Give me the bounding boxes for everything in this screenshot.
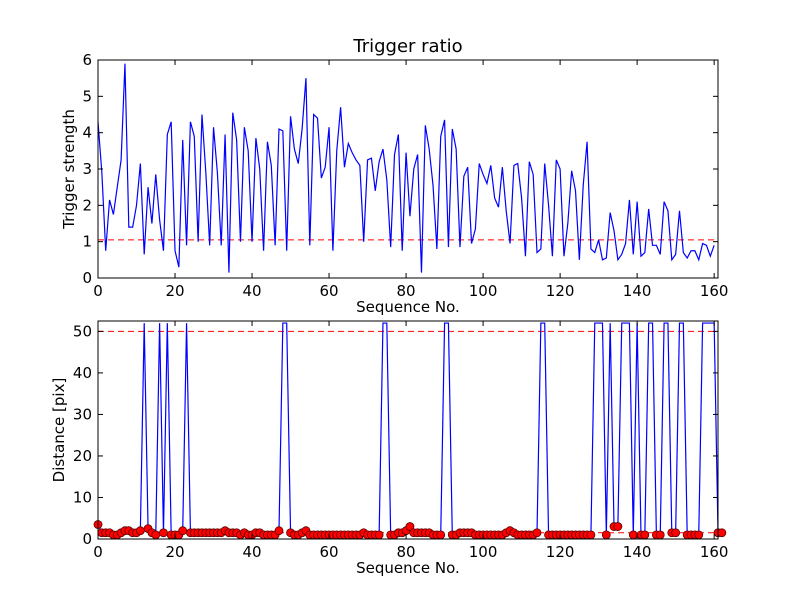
x-tick-label: 20	[165, 282, 184, 300]
y-tick-label: 6	[82, 51, 92, 69]
data-point	[671, 528, 681, 538]
data-point	[613, 522, 623, 531]
x-tick-label: 160	[700, 282, 729, 300]
x-tick-label: 0	[93, 282, 103, 300]
data-point	[601, 530, 611, 540]
x-tick-label: 100	[469, 282, 498, 300]
data-point	[640, 530, 650, 540]
x-tick-label: 140	[623, 543, 652, 561]
y-tick-label: 1	[82, 233, 92, 251]
data-point	[374, 530, 384, 540]
x-tick-label: 40	[242, 282, 261, 300]
x-tick-label: 0	[93, 543, 103, 561]
y-tick-label: 3	[82, 160, 92, 178]
data-point	[628, 530, 638, 540]
y-tick-label: 50	[73, 322, 92, 340]
y-tick-label: 40	[73, 364, 92, 382]
data-point	[135, 526, 145, 536]
y-tick-label: 30	[73, 405, 92, 423]
x-tick-label: 20	[165, 543, 184, 561]
x-tick-label: 120	[546, 282, 575, 300]
x-tick-label: 80	[397, 543, 416, 561]
series-line	[98, 63, 715, 273]
data-point	[532, 528, 542, 538]
x-tick-label: 40	[242, 543, 261, 561]
y-tick-label: 20	[73, 447, 92, 465]
data-point	[405, 522, 415, 531]
data-point	[274, 526, 284, 536]
x-tick-label: 140	[623, 282, 652, 300]
data-point	[586, 530, 596, 540]
y-tick-label: 0	[82, 269, 92, 287]
axes-frame	[97, 320, 719, 540]
y-axis-label: Distance [pix]	[50, 378, 68, 483]
data-point	[717, 528, 727, 538]
x-tick-label: 160	[700, 543, 729, 561]
x-tick-label: 80	[397, 282, 416, 300]
y-axis-label: Trigger strength	[60, 109, 78, 230]
data-point	[178, 526, 188, 536]
y-tick-label: 5	[82, 87, 92, 105]
x-tick-label: 120	[546, 543, 575, 561]
data-point	[159, 528, 168, 538]
x-tick-label: 100	[469, 543, 498, 561]
data-point	[151, 530, 161, 540]
y-tick-label: 2	[82, 196, 92, 214]
x-tick-label: 60	[320, 282, 339, 300]
y-tick-label: 0	[82, 530, 92, 548]
y-tick-label: 4	[82, 124, 92, 142]
distance-chart: 0 20 40 60 80 100 120 140 160 0 10 20 30 40 50 Sequence…	[50, 320, 729, 577]
y-tick-label: 10	[73, 488, 92, 506]
data-point	[436, 530, 446, 540]
x-axis-label: Sequence No.	[356, 298, 460, 316]
x-tick-label: 60	[320, 543, 339, 561]
chart-title: Trigger ratio	[352, 36, 462, 57]
x-axis-label: Sequence No.	[356, 559, 460, 577]
trigger-ratio-chart: 0 20 40 60 80 100 120 140 160 0 1 2 3 4 5 6 Sequence No.…	[60, 36, 728, 316]
data-point	[655, 530, 665, 540]
data-point	[694, 530, 704, 540]
